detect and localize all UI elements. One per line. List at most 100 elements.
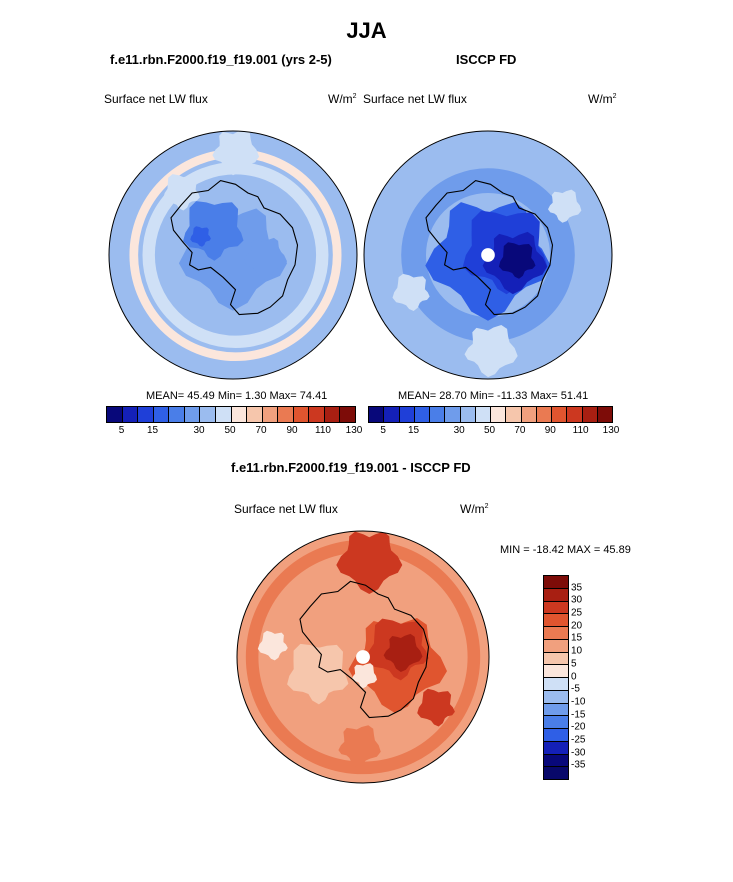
left-var-label: Surface net LW flux <box>104 92 208 106</box>
colorbar-tick-label: 70 <box>255 425 267 436</box>
field-contour <box>352 663 377 689</box>
colorbar-swatch <box>324 407 341 422</box>
colorbar-swatch <box>491 407 507 422</box>
colorbar-swatch <box>340 407 355 422</box>
colorbar-tick-label: 90 <box>544 425 556 436</box>
colorbar-tick-label: 15 <box>146 425 159 436</box>
colorbar-swatch <box>544 627 568 640</box>
colorbar-tick-label: 35 <box>571 582 583 594</box>
right-stats: MEAN= 28.70 Min= -11.33 Max= 51.41 <box>398 390 589 402</box>
right-panel-header: ISCCP FD <box>456 52 517 67</box>
colorbar-swatch <box>597 407 612 422</box>
field-contour <box>336 531 403 594</box>
colorbar-tick-label: -15 <box>571 709 586 721</box>
colorbar-swatch <box>536 407 552 422</box>
colorbar-swatch <box>369 407 385 422</box>
map-boundary <box>236 530 490 784</box>
colorbar-swatch <box>153 407 170 422</box>
right-colorbar-ticks: 5 15 30 50 70 90 110 130 <box>368 425 619 437</box>
colorbar-swatch <box>544 729 568 742</box>
colorbar-swatch <box>414 407 430 422</box>
colorbar-tick-label: 30 <box>571 594 583 606</box>
field-contour <box>417 688 455 727</box>
colorbar-swatch <box>544 678 568 691</box>
colorbar-tick-label: -5 <box>571 683 580 695</box>
colorbar-swatch <box>247 407 263 422</box>
colorbar-swatch <box>200 407 216 422</box>
colorbar-tick-label: -35 <box>571 759 586 771</box>
colorbar-swatch <box>475 407 491 422</box>
colorbar-tick-label: 15 <box>408 425 420 436</box>
colorbar-tick-label: 30 <box>453 425 465 436</box>
colorbar-tick-label: -10 <box>571 696 586 708</box>
missing-data-pole <box>356 650 370 664</box>
right-unit-label: W/m2 <box>588 92 617 106</box>
colorbar-tick-label: 15 <box>571 632 583 644</box>
antarctica-coastline <box>299 580 430 719</box>
colorbar-swatch <box>582 407 598 422</box>
antarctica-coastline <box>170 180 299 316</box>
colorbar-swatch <box>544 614 568 627</box>
field-contour <box>392 273 430 311</box>
colorbar-swatch <box>544 716 568 729</box>
diff-unit-label: W/m2 <box>460 502 489 516</box>
colorbar-swatch <box>262 407 279 422</box>
right-polar-map <box>363 130 613 380</box>
colorbar-swatch <box>544 690 568 704</box>
figure-title: JJA <box>346 18 387 43</box>
colorbar-tick-label: 50 <box>224 425 236 436</box>
field-contour <box>498 242 536 279</box>
colorbar-tick-label: 20 <box>571 620 583 632</box>
left-polar-map <box>108 130 358 380</box>
colorbar-tick-label: 5 <box>380 425 386 436</box>
colorbar-tick-label: 30 <box>193 425 205 436</box>
diff-polar-map <box>236 530 490 784</box>
colorbar-tick-label: 0 <box>571 671 577 682</box>
colorbar-tick-label: 130 <box>345 425 363 436</box>
colorbar-swatch <box>544 767 568 779</box>
colorbar-swatch <box>460 407 476 422</box>
left-colorbar <box>106 406 356 423</box>
map-field <box>109 131 357 379</box>
colorbar-swatch <box>293 407 310 422</box>
colorbar-swatch <box>521 407 537 422</box>
colorbar-swatch <box>544 652 568 666</box>
left-colorbar-ticks: 5 15 30 50 70 90 110 130 <box>106 425 363 437</box>
colorbar-swatch <box>231 407 248 422</box>
diff-stats: MIN = -18.42 MAX = 45.89 <box>500 544 631 556</box>
field-contour <box>338 725 381 768</box>
colorbar-swatch <box>544 741 568 755</box>
colorbar-tick-label: 5 <box>571 658 577 670</box>
colorbar-swatch <box>309 407 325 422</box>
field-contour <box>257 630 288 661</box>
right-colorbar <box>368 406 613 423</box>
left-panel-header: f.e11.rbn.F2000.f19_f19.001 (yrs 2-5) <box>110 52 332 67</box>
colorbar-tick-label: 25 <box>571 607 583 619</box>
right-var-label: Surface net LW flux <box>363 92 467 106</box>
colorbar-swatch <box>544 665 568 678</box>
colorbar-tick-label: 110 <box>572 425 589 436</box>
colorbar-tick-label: -20 <box>571 721 586 733</box>
colorbar-swatch <box>544 754 568 768</box>
diff-colorbar <box>543 575 569 780</box>
field-contour <box>464 325 518 378</box>
colorbar-swatch <box>544 576 568 589</box>
colorbar-swatch <box>544 588 568 602</box>
colorbar-tick-label: 10 <box>571 645 583 657</box>
field-contour <box>212 131 260 176</box>
colorbar-swatch <box>384 407 400 422</box>
antarctica-coastline <box>425 180 554 316</box>
left-unit-label: W/m2 <box>328 92 357 106</box>
colorbar-swatch <box>544 601 568 615</box>
colorbar-swatch <box>445 407 461 422</box>
diff-panel-header: f.e11.rbn.F2000.f19_f19.001 - ISCCP FD <box>231 460 471 475</box>
colorbar-swatch <box>215 407 232 422</box>
colorbar-swatch <box>544 639 568 653</box>
diff-var-label: Surface net LW flux <box>234 502 338 516</box>
colorbar-swatch <box>138 407 154 422</box>
colorbar-tick-label: -30 <box>571 747 586 759</box>
colorbar-swatch <box>399 407 415 422</box>
colorbar-swatch <box>506 407 522 422</box>
colorbar-swatch <box>184 407 201 422</box>
diff-colorbar-ticks: 35 30 25 20 15 10 5 0 -5 -10 -15 -20 -25 -30 -35 <box>571 575 601 778</box>
